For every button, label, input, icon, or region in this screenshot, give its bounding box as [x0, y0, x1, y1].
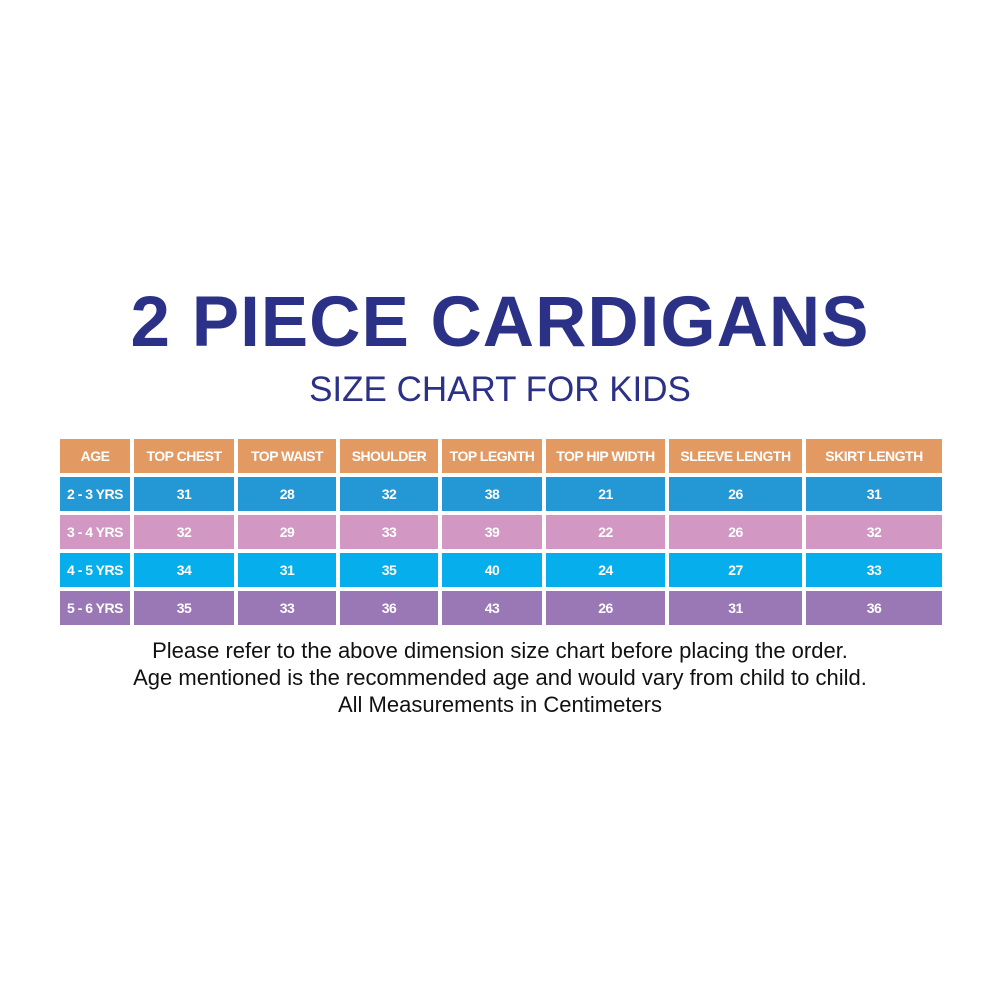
value-cell: 40 — [442, 553, 542, 587]
value-cell: 28 — [238, 477, 336, 511]
value-cell: 24 — [546, 553, 665, 587]
age-cell: 3 - 4 YRS — [60, 515, 130, 549]
age-cell: 4 - 5 YRS — [60, 553, 130, 587]
age-cell: 2 - 3 YRS — [60, 477, 130, 511]
value-cell: 35 — [340, 553, 438, 587]
table-row: 5 - 6 YRS 35 33 36 43 26 31 36 — [60, 591, 942, 625]
value-cell: 39 — [442, 515, 542, 549]
value-cell: 32 — [340, 477, 438, 511]
value-cell: 27 — [669, 553, 802, 587]
value-cell: 31 — [669, 591, 802, 625]
header-cell: AGE — [60, 439, 130, 473]
size-chart-table: AGE TOP CHEST TOP WAIST SHOULDER TOP LEGNTH T… — [56, 435, 946, 629]
note-line: All Measurements in Centimeters — [337, 692, 662, 717]
value-cell: 22 — [546, 515, 665, 549]
header-cell: SKIRT LENGTH — [806, 439, 942, 473]
value-cell: 33 — [340, 515, 438, 549]
header-cell: TOP WAIST — [238, 439, 336, 473]
value-cell: 29 — [238, 515, 336, 549]
table-row: 3 - 4 YRS 32 29 33 39 22 26 32 — [60, 515, 942, 549]
table-row: 4 - 5 YRS 34 31 35 40 24 27 33 — [60, 553, 942, 587]
value-cell: 31 — [134, 477, 234, 511]
value-cell: 31 — [806, 477, 942, 511]
page-title: 2 PIECE CARDIGANS — [130, 283, 870, 362]
value-cell: 38 — [442, 477, 542, 511]
table-row: 2 - 3 YRS 31 28 32 38 21 26 31 — [60, 477, 942, 511]
notes: Please refer to the above dimension size… — [0, 637, 1000, 718]
header-cell: SLEEVE LENGTH — [669, 439, 802, 473]
value-cell: 34 — [134, 553, 234, 587]
page-subtitle: SIZE CHART FOR KIDS — [309, 370, 691, 409]
header-row: AGE TOP CHEST TOP WAIST SHOULDER TOP LEGNTH T… — [60, 439, 942, 473]
value-cell: 32 — [134, 515, 234, 549]
value-cell: 33 — [238, 591, 336, 625]
age-cell: 5 - 6 YRS — [60, 591, 130, 625]
note-line: Age mentioned is the recommended age and… — [133, 665, 867, 690]
value-cell: 36 — [340, 591, 438, 625]
note-line: Please refer to the above dimension size… — [152, 638, 848, 663]
value-cell: 21 — [546, 477, 665, 511]
value-cell: 43 — [442, 591, 542, 625]
header-cell: SHOULDER — [340, 439, 438, 473]
value-cell: 32 — [806, 515, 942, 549]
value-cell: 36 — [806, 591, 942, 625]
value-cell: 26 — [669, 515, 802, 549]
value-cell: 33 — [806, 553, 942, 587]
value-cell: 35 — [134, 591, 234, 625]
header-cell: TOP HIP WIDTH — [546, 439, 665, 473]
header-cell: TOP CHEST — [134, 439, 234, 473]
value-cell: 26 — [669, 477, 802, 511]
value-cell: 26 — [546, 591, 665, 625]
header-cell: TOP LEGNTH — [442, 439, 542, 473]
value-cell: 31 — [238, 553, 336, 587]
